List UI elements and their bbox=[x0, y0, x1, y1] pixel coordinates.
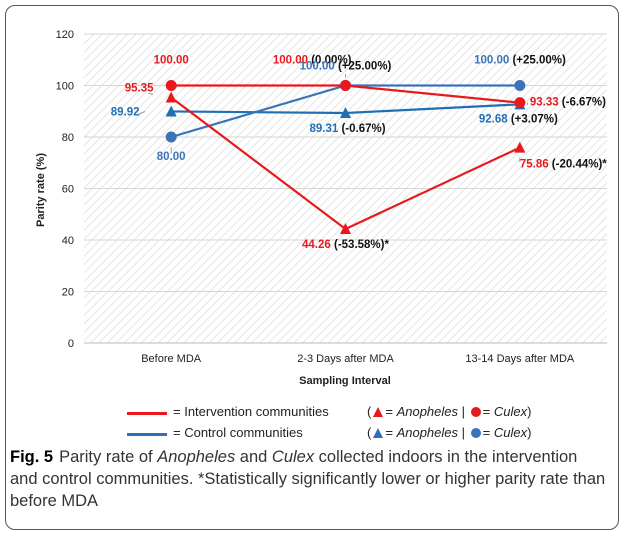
parity-rate-chart: 0 20 40 60 80 100 120 Before MDA 2-3 Days after… bbox=[35, 29, 608, 387]
data-label-change: (+25.00%) bbox=[335, 61, 392, 73]
data-label-value: 95.35 bbox=[125, 82, 154, 94]
data-label-change: (0.00%) bbox=[308, 55, 352, 67]
x-axis-label: Sampling Interval bbox=[299, 375, 391, 387]
data-label: 100.00 bbox=[154, 55, 189, 67]
legend-open-paren: ( bbox=[367, 425, 372, 440]
red-circle-icon bbox=[470, 407, 481, 417]
leader-line bbox=[137, 111, 146, 115]
data-label-value: 44.26 bbox=[302, 239, 331, 251]
legend-intervention: = Intervention communities ( = Anopheles … bbox=[127, 403, 587, 424]
x-tick-label: 2-3 Days after MDA bbox=[297, 353, 394, 365]
data-label: 44.26 (-53.58%)* bbox=[302, 239, 389, 251]
data-labels: 95.35 44.26 (-53.58%)* 75.86 (-20.44%)* 100… bbox=[111, 55, 608, 252]
data-label: 100.00 (0.00%) bbox=[273, 55, 352, 67]
y-tick-label: 0 bbox=[68, 338, 74, 350]
data-point bbox=[165, 80, 177, 91]
leader-line bbox=[526, 102, 529, 105]
data-point bbox=[514, 141, 526, 153]
x-tick-label: 13-14 Days after MDA bbox=[465, 353, 574, 365]
data-point bbox=[514, 97, 526, 109]
data-label: 93.33 (-6.67%) bbox=[530, 97, 606, 109]
legend-anopheles-text: = Anopheles bbox=[385, 425, 459, 440]
data-label-change: (-0.67%) bbox=[338, 123, 385, 135]
data-label-value: 100.00 bbox=[154, 55, 189, 67]
data-label-value: 80.00 bbox=[157, 151, 186, 163]
legend: = Intervention communities ( = Anopheles … bbox=[127, 403, 587, 445]
data-point bbox=[340, 107, 351, 119]
data-label: 89.31 (-0.67%) bbox=[310, 123, 386, 135]
data-point bbox=[514, 80, 526, 91]
y-tick-label: 120 bbox=[56, 29, 74, 41]
red-triangle-icon bbox=[373, 407, 384, 417]
data-label: 100.00 (+25.00%) bbox=[474, 55, 566, 67]
y-tick-label: 100 bbox=[56, 81, 74, 93]
legend-culex-text: = Culex bbox=[482, 404, 528, 419]
legend-culex-text: = Culex bbox=[482, 425, 528, 440]
data-point bbox=[165, 105, 177, 117]
data-point bbox=[340, 223, 351, 235]
leader-line bbox=[148, 92, 154, 95]
y-axis-ticks: 0 20 40 60 80 100 120 bbox=[56, 29, 74, 350]
legend-intervention-label: = Intervention communities bbox=[173, 404, 329, 419]
figure-label: Fig. 5 bbox=[10, 448, 54, 466]
x-axis-ticks: Before MDA 2-3 Days after MDA 13-14 Days a… bbox=[141, 353, 575, 365]
data-label-value: 93.33 bbox=[530, 97, 559, 109]
legend-open-paren: ( bbox=[367, 404, 372, 419]
y-tick-label: 80 bbox=[62, 132, 74, 144]
series-markers bbox=[165, 80, 526, 235]
y-axis-label: Parity rate (%) bbox=[35, 153, 47, 227]
legend-control-line bbox=[127, 433, 167, 436]
data-label-change: (+25.00%) bbox=[509, 55, 566, 67]
legend-anopheles-text: = Anopheles bbox=[385, 404, 459, 419]
figure-caption: Fig. 5 Parity rate of Anopheles and Culex… bbox=[10, 446, 606, 512]
data-label-value: 100.00 bbox=[474, 55, 509, 67]
legend-separator: | bbox=[461, 425, 466, 440]
data-label-change: (+3.07%) bbox=[508, 113, 558, 125]
data-label-change: (-6.67%) bbox=[559, 97, 606, 109]
data-label-value: 89.92 bbox=[111, 106, 140, 118]
data-label-value: 92.68 bbox=[479, 113, 508, 125]
legend-control-markers: ( = Anopheles | = Culex) bbox=[367, 425, 531, 440]
blue-triangle-icon bbox=[373, 428, 384, 438]
blue-circle-icon bbox=[470, 428, 481, 438]
legend-intervention-line bbox=[127, 412, 167, 415]
legend-close-paren: ) bbox=[527, 404, 532, 419]
legend-control: = Control communities ( = Anopheles | = C… bbox=[127, 424, 587, 445]
label-leaders bbox=[137, 73, 529, 243]
data-label: 92.68 (+3.07%) bbox=[479, 113, 558, 125]
data-label: 75.86 (-20.44%)* bbox=[520, 159, 607, 171]
data-label-change: (-53.58%)* bbox=[331, 239, 390, 251]
legend-separator: | bbox=[461, 404, 466, 419]
data-label: 80.00 bbox=[157, 151, 186, 163]
data-point bbox=[340, 80, 351, 91]
y-tick-label: 60 bbox=[62, 184, 74, 196]
data-label: 95.35 bbox=[125, 82, 154, 94]
y-tick-label: 40 bbox=[62, 235, 74, 247]
legend-close-paren: ) bbox=[527, 425, 532, 440]
data-label-value: 89.31 bbox=[310, 123, 339, 135]
data-label: 89.92 bbox=[111, 106, 140, 118]
data-label-value: 75.86 bbox=[520, 159, 549, 171]
data-label-change: (-20.44%)* bbox=[549, 159, 608, 171]
x-tick-label: Before MDA bbox=[141, 353, 202, 365]
data-label-value: 100.00 bbox=[273, 55, 308, 67]
data-label-value: 100.00 bbox=[300, 61, 335, 73]
data-point bbox=[165, 131, 177, 143]
y-tick-label: 20 bbox=[62, 287, 74, 299]
legend-control-label: = Control communities bbox=[173, 425, 303, 440]
data-label: 100.00 (+25.00%) bbox=[300, 61, 392, 73]
data-point bbox=[165, 91, 177, 103]
caption-text: Parity rate of Anopheles and Culex colle… bbox=[10, 448, 606, 510]
legend-intervention-markers: ( = Anopheles | = Culex) bbox=[367, 404, 531, 419]
